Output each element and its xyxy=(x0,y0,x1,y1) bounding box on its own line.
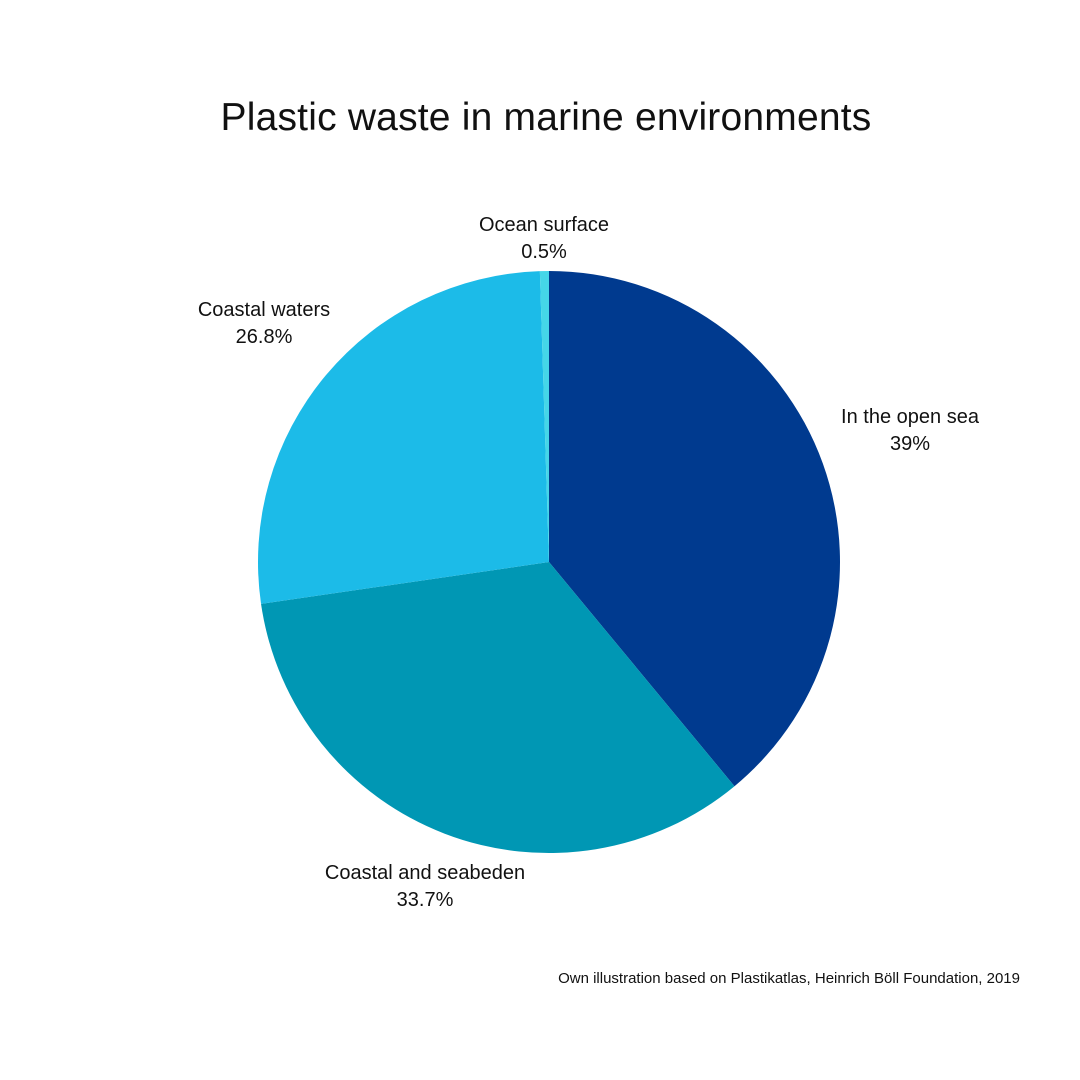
slice-label-coastal-seabed: Coastal and seabeden 33.7% xyxy=(325,860,525,914)
slice-label-open-sea-name: In the open sea xyxy=(841,406,979,428)
slice-label-open-sea: In the open sea 39% xyxy=(841,404,979,458)
slice-label-ocean-surface-value: 0.5% xyxy=(521,241,567,263)
slice-label-coastal-waters-name: Coastal waters xyxy=(197,299,331,321)
slice-label-coastal-seabed-value: 33.7% xyxy=(396,889,454,911)
pie-slice-ocean-surface xyxy=(539,270,549,562)
pie-slice-coastal-seabed xyxy=(261,562,735,854)
pie-slice-open-sea xyxy=(549,271,841,787)
pie-slice-coastal-waters xyxy=(257,271,549,604)
slice-label-coastal-waters: Coastal waters 26.8% xyxy=(198,297,330,351)
slice-label-coastal-waters-value: 26.8% xyxy=(235,326,293,348)
slice-label-coastal-seabed-name: Coastal and seabeden xyxy=(324,862,526,884)
slice-label-ocean-surface: Ocean surface 0.5% xyxy=(479,212,609,266)
slice-label-open-sea-value: 39% xyxy=(889,433,931,455)
source-note: Own illustration based on Plastikatlas, … xyxy=(558,970,1020,987)
slice-label-ocean-surface-name: Ocean surface xyxy=(478,214,610,236)
chart-title: Plastic waste in marine environments xyxy=(220,96,872,139)
